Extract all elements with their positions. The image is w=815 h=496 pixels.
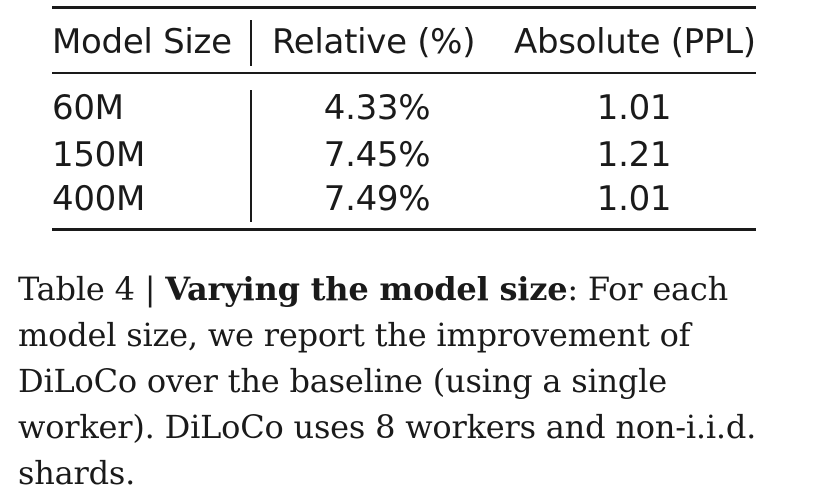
table-cell-model-size: 150M (52, 135, 146, 175)
table-cell-relative: 7.45% (323, 135, 431, 175)
header-absolute: Absolute (PPL) (514, 22, 756, 62)
caption-text: : For each model size, we report the imp… (18, 270, 757, 492)
table-cell-relative: 4.33% (323, 88, 431, 128)
caption-label: Table 4 | (18, 270, 166, 308)
table-header-rule (52, 72, 756, 74)
table-cell-absolute: 1.01 (596, 179, 672, 219)
table-cell-relative: 7.49% (323, 179, 431, 219)
table-cell-absolute: 1.01 (596, 88, 672, 128)
table-cell-model-size: 60M (52, 88, 124, 128)
table-caption: Table 4 | Varying the model size: For ea… (18, 266, 798, 496)
body-column-divider (250, 90, 252, 222)
header-column-divider (250, 20, 252, 66)
table-cell-model-size: 400M (52, 179, 146, 219)
header-model-size: Model Size (52, 22, 232, 62)
table-cell-absolute: 1.21 (596, 135, 672, 175)
table-top-rule (52, 6, 756, 9)
caption-title: Varying the model size (165, 270, 568, 308)
table-bottom-rule (52, 228, 756, 231)
header-relative: Relative (%) (272, 22, 476, 62)
